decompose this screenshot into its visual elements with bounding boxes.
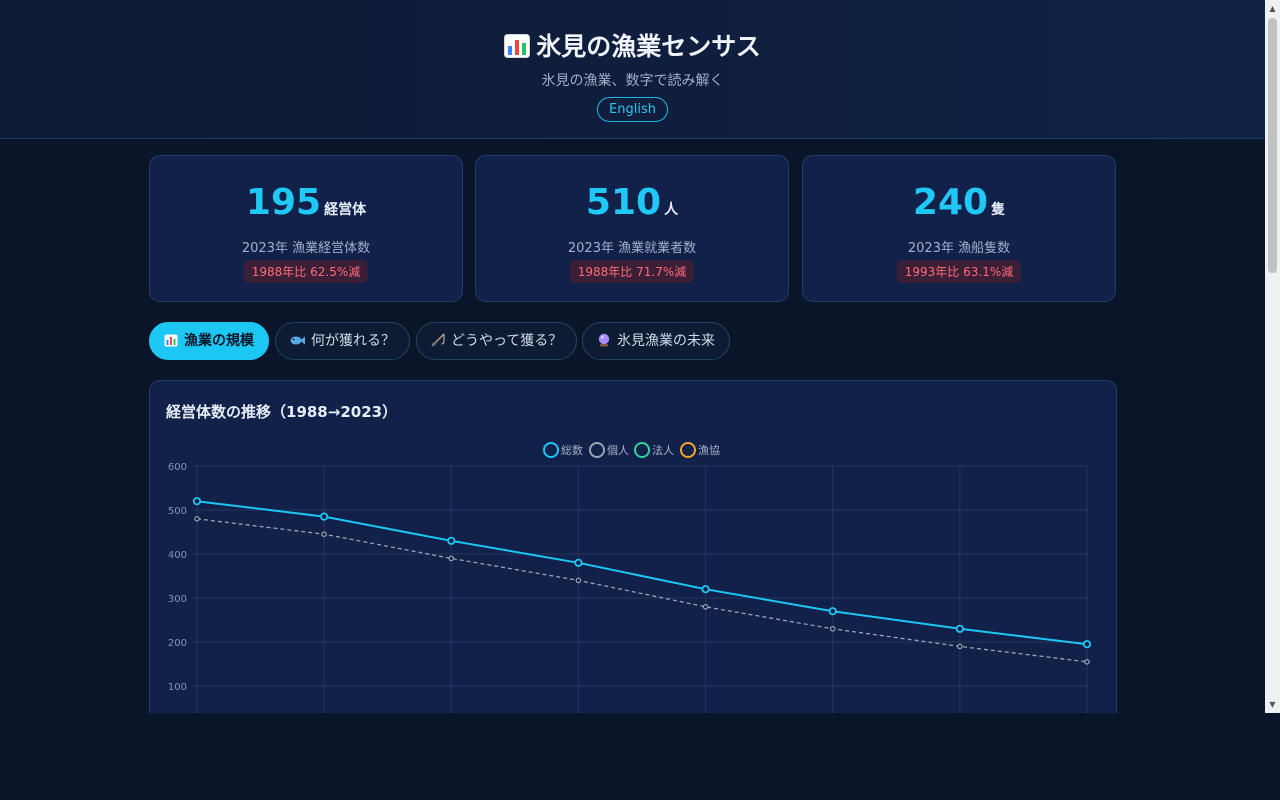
chart-panel: 経営体数の推移（1988→2023） 100 200 300 400 500 600 総数 個… [149,380,1117,713]
legend-marker [543,442,559,458]
y-tick-label: 300 [168,594,187,605]
legend-label: 漁協 [698,443,720,457]
data-point [192,497,202,506]
stat-change-badge: 1988年比 62.5%減 [243,260,369,283]
stat-change-badge: 1988年比 71.7%減 [569,260,695,283]
data-point [828,607,837,616]
legend-marker [589,442,605,458]
data-point [574,558,583,567]
data-point [1084,658,1090,665]
y-tick-label: 200 [168,638,187,649]
tab-what-is-caught[interactable]: 何が獲れる？ [275,322,410,360]
tab-label: 氷見漁業の未来 [617,333,715,349]
stat-change-badge: 1993年比 63.1%減 [896,260,1022,283]
legend-marker [680,442,696,458]
tab-label: 漁業の規模 [184,333,254,349]
language-toggle-button[interactable]: English [597,97,668,122]
data-point [829,626,836,632]
page-subtitle: 氷見の漁業、数字で読み解く [541,73,724,89]
y-tick-label: 100 [168,682,187,693]
page-header: 氷見の漁業センサス 氷見の漁業、数字で読み解く English [0,0,1265,139]
data-point [194,516,200,522]
stat-label: 2023年 漁船隻数 [907,241,1011,256]
stat-card-vessels: 240 隻 2023年 漁船隻数 1993年比 63.1%減 [802,155,1116,302]
fishing-rod-icon [431,333,445,347]
stat-unit: 経営体 [324,202,367,218]
page-title: 氷見の漁業センサス [0,27,1265,63]
page-title-text: 氷見の漁業センサス [536,32,761,61]
data-point [447,536,456,545]
y-tick-label: 600 [168,462,187,473]
vertical-scrollbar[interactable]: ▲ ▼ [1265,0,1280,713]
legend-label: 総数 [561,443,583,457]
scroll-down-arrow-icon[interactable]: ▼ [1269,700,1276,709]
data-point [701,585,710,594]
tab-how-caught[interactable]: どうやって獲る？ [416,322,578,360]
data-point [702,604,709,610]
series-line [196,518,1088,663]
y-tick-label: 400 [168,550,187,561]
legend-label: 法人 [652,443,674,457]
scroll-up-arrow-icon[interactable]: ▲ [1269,4,1276,13]
stat-number: 510 [585,182,662,223]
chart-icon [164,334,178,347]
data-point [957,643,963,650]
stat-card-management-bodies: 195 経営体 2023年 漁業経営体数 1988年比 62.5%減 [149,155,463,302]
y-tick-label: 500 [168,506,187,517]
series-line [196,500,1088,646]
data-point [448,555,455,562]
data-point [575,577,582,584]
page-viewport: 氷見の漁業センサス 氷見の漁業、数字で読み解く English 195 経営体 2… [0,0,1265,713]
stat-label: 2023年 漁業経営体数 [241,241,371,256]
data-point [320,512,329,521]
stat-card-workers: 510 人 2023年 漁業就業者数 1988年比 71.7%減 [475,155,789,302]
tab-future[interactable]: 氷見漁業の未来 [582,322,730,360]
stat-label: 2023年 漁業就業者数 [567,241,697,256]
stat-unit: 人 [664,202,679,218]
data-point [321,531,327,538]
fish-icon [290,336,305,345]
chart-title: 経営体数の推移（1988→2023） [166,403,398,421]
tab-fishery-scale[interactable]: 漁業の規模 [149,322,269,360]
stat-value: 510 人 [476,182,788,223]
line-chart: 100 200 300 400 500 600 総数 個人 法人 漁協 [168,442,1092,713]
bar-chart-icon [504,34,531,58]
legend-label: 個人 [607,444,629,457]
scrollbar-thumb[interactable] [1268,18,1277,273]
crystal-ball-icon [598,333,610,347]
stat-value: 195 経営体 [150,182,462,223]
stat-number: 195 [245,182,322,223]
data-point [1082,640,1092,649]
legend-marker [634,442,650,458]
tab-label: 何が獲れる？ [311,333,395,349]
data-point [955,624,964,633]
tab-label: どうやって獲る？ [451,333,563,349]
stat-value: 240 隻 [803,182,1115,223]
stat-unit: 隻 [991,202,1006,218]
stat-number: 240 [912,182,989,223]
